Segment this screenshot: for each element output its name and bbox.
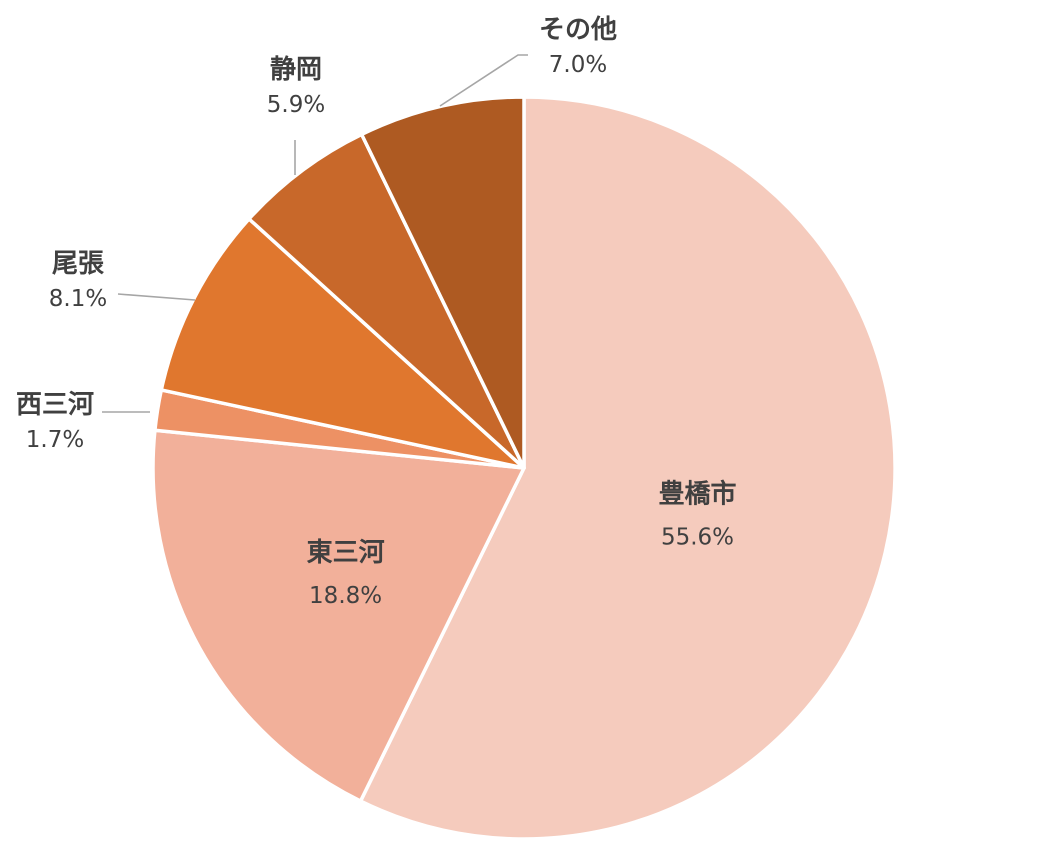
slice-5: [359, 95, 526, 470]
slice-value-1: 18.8%: [309, 583, 382, 609]
leader-line-3: [117, 293, 196, 301]
slice-value-3: 8.1%: [49, 286, 107, 312]
slice-value-5: 7.0%: [549, 52, 607, 78]
slice-value-4: 5.9%: [267, 92, 325, 118]
pie-slices: [151, 95, 897, 841]
slice-label-3: 尾張: [52, 249, 104, 279]
slice-label-5: その他: [539, 15, 617, 45]
slice-value-0: 55.6%: [661, 524, 734, 550]
slice-label-1: 東三河: [307, 538, 385, 568]
slice-labels: 豊橋市 55.6% 東三河 18.8% 西三河 1.7% 尾張 8.1% 静岡 5.9% その他 7.…: [16, 15, 737, 609]
leader-lines: [102, 54, 528, 413]
slice-value-2: 1.7%: [26, 427, 84, 453]
slice-0: [358, 95, 897, 841]
slice-3: [159, 217, 526, 470]
slice-label-2: 西三河: [16, 390, 94, 420]
slice-4: [247, 132, 526, 470]
slice-1: [151, 428, 526, 803]
slice-label-0: 豊橋市: [658, 478, 736, 509]
leader-line-5: [439, 54, 528, 107]
slice-label-4: 静岡: [270, 54, 322, 85]
